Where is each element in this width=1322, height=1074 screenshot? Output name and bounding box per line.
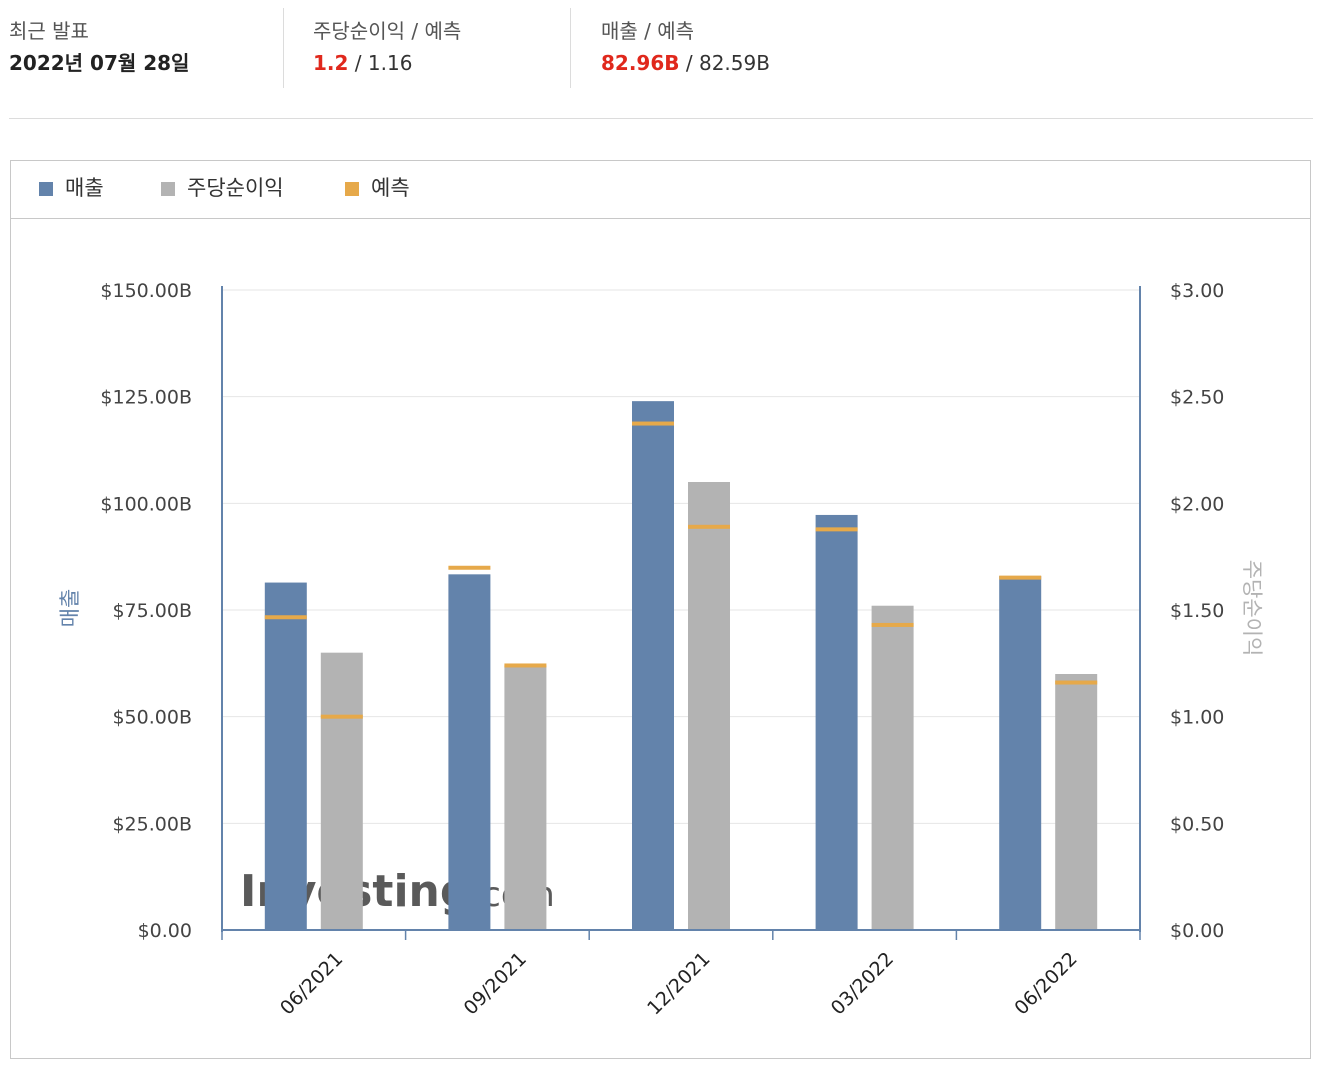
latest-release-date: 2022년 07월 28일 bbox=[9, 51, 190, 75]
y-left-tick-label: $50.00B bbox=[112, 707, 192, 729]
x-tick-label: 09/2021 bbox=[460, 948, 531, 1019]
revenue-bar bbox=[632, 401, 674, 930]
y-left-tick-label: $0.00 bbox=[138, 920, 192, 942]
revenue-forecast-marker bbox=[448, 565, 491, 570]
latest-release-label: 최근 발표 bbox=[9, 19, 89, 43]
eps-bar bbox=[504, 665, 547, 930]
revenue-actual: 82.96B bbox=[601, 51, 680, 75]
bar-series bbox=[264, 401, 1098, 930]
revenue-forecast-marker bbox=[999, 575, 1042, 580]
revenue-bar bbox=[448, 574, 491, 930]
chart-legend: 매출 주당순이익 예측 bbox=[11, 161, 1310, 219]
y-right-tick-label: $2.50 bbox=[1170, 387, 1224, 409]
eps-label: 주당순이익 / 예측 bbox=[313, 19, 462, 43]
y-right-tick-label: $0.00 bbox=[1170, 920, 1224, 942]
eps-bar bbox=[871, 605, 914, 930]
legend-label-revenue: 매출 bbox=[65, 176, 104, 200]
eps-forecast-marker bbox=[504, 663, 547, 668]
eps-separator: / bbox=[348, 51, 368, 75]
revenue-bar bbox=[815, 514, 858, 930]
revenue-block: 매출 / 예측 82.96B / 82.59B bbox=[601, 18, 770, 78]
eps-actual: 1.2 bbox=[313, 51, 349, 75]
y-left-tick-label: $125.00B bbox=[100, 387, 192, 409]
gridlines bbox=[222, 289, 1140, 824]
divider bbox=[283, 8, 284, 88]
x-tick-label: 12/2021 bbox=[643, 948, 714, 1019]
revenue-forecast-marker bbox=[264, 615, 307, 620]
y-right-axis-title: 주당순이익 bbox=[1240, 560, 1264, 657]
earnings-summary: 최근 발표 2022년 07월 28일 주당순이익 / 예측 1.2 / 1.1… bbox=[0, 0, 1322, 118]
x-tick-label: 06/2022 bbox=[1010, 948, 1081, 1019]
revenue-forecast-marker bbox=[632, 421, 674, 426]
revenue-label: 매출 / 예측 bbox=[601, 19, 695, 43]
y-right-tick-label: $1.50 bbox=[1170, 600, 1224, 622]
revenue-bar bbox=[264, 582, 307, 930]
y-left-tick-label: $150.00B bbox=[100, 280, 192, 302]
legend-item-forecast[interactable]: 예측 bbox=[345, 175, 410, 201]
revenue-forecast-marker bbox=[815, 527, 858, 532]
eps-block: 주당순이익 / 예측 1.2 / 1.16 bbox=[313, 18, 461, 78]
y-right-tick-label: $1.00 bbox=[1170, 707, 1224, 729]
eps-forecast-marker bbox=[320, 714, 363, 719]
chart-axes bbox=[221, 286, 1141, 940]
eps-forecast-marker bbox=[1055, 680, 1098, 685]
x-tick-label: 03/2022 bbox=[827, 948, 898, 1019]
revenue-separator: / bbox=[679, 51, 699, 75]
y-left-axis-title: 매출 bbox=[58, 589, 82, 628]
eps-forecast-marker bbox=[871, 622, 914, 627]
legend-label-eps: 주당순이익 bbox=[187, 176, 284, 200]
legend-swatch-revenue bbox=[39, 182, 53, 196]
eps-bar bbox=[688, 482, 730, 930]
latest-release-block: 최근 발표 2022년 07월 28일 bbox=[9, 18, 189, 78]
eps-forecast: 1.16 bbox=[367, 51, 413, 75]
revenue-forecast: 82.59B bbox=[698, 51, 770, 75]
y-left-tick-label: $25.00B bbox=[112, 813, 192, 835]
y-right-tick-label: $3.00 bbox=[1170, 280, 1224, 302]
y-right-tick-label: $0.50 bbox=[1170, 813, 1224, 835]
y-left-tick-label: $75.00B bbox=[112, 600, 192, 622]
revenue-bar bbox=[999, 576, 1042, 930]
legend-swatch-eps bbox=[161, 182, 175, 196]
legend-swatch-forecast bbox=[345, 182, 359, 196]
legend-item-revenue[interactable]: 매출 bbox=[39, 175, 104, 201]
y-left-tick-label: $100.00B bbox=[100, 493, 192, 515]
eps-bar bbox=[1055, 674, 1098, 930]
x-tick-label: 06/2021 bbox=[276, 948, 347, 1019]
eps-bar bbox=[320, 652, 363, 930]
summary-divider bbox=[9, 118, 1313, 119]
y-right-tick-label: $2.00 bbox=[1170, 493, 1224, 515]
legend-item-eps[interactable]: 주당순이익 bbox=[161, 175, 284, 201]
eps-forecast-marker bbox=[688, 524, 730, 529]
divider bbox=[570, 8, 571, 88]
legend-label-forecast: 예측 bbox=[371, 176, 410, 200]
